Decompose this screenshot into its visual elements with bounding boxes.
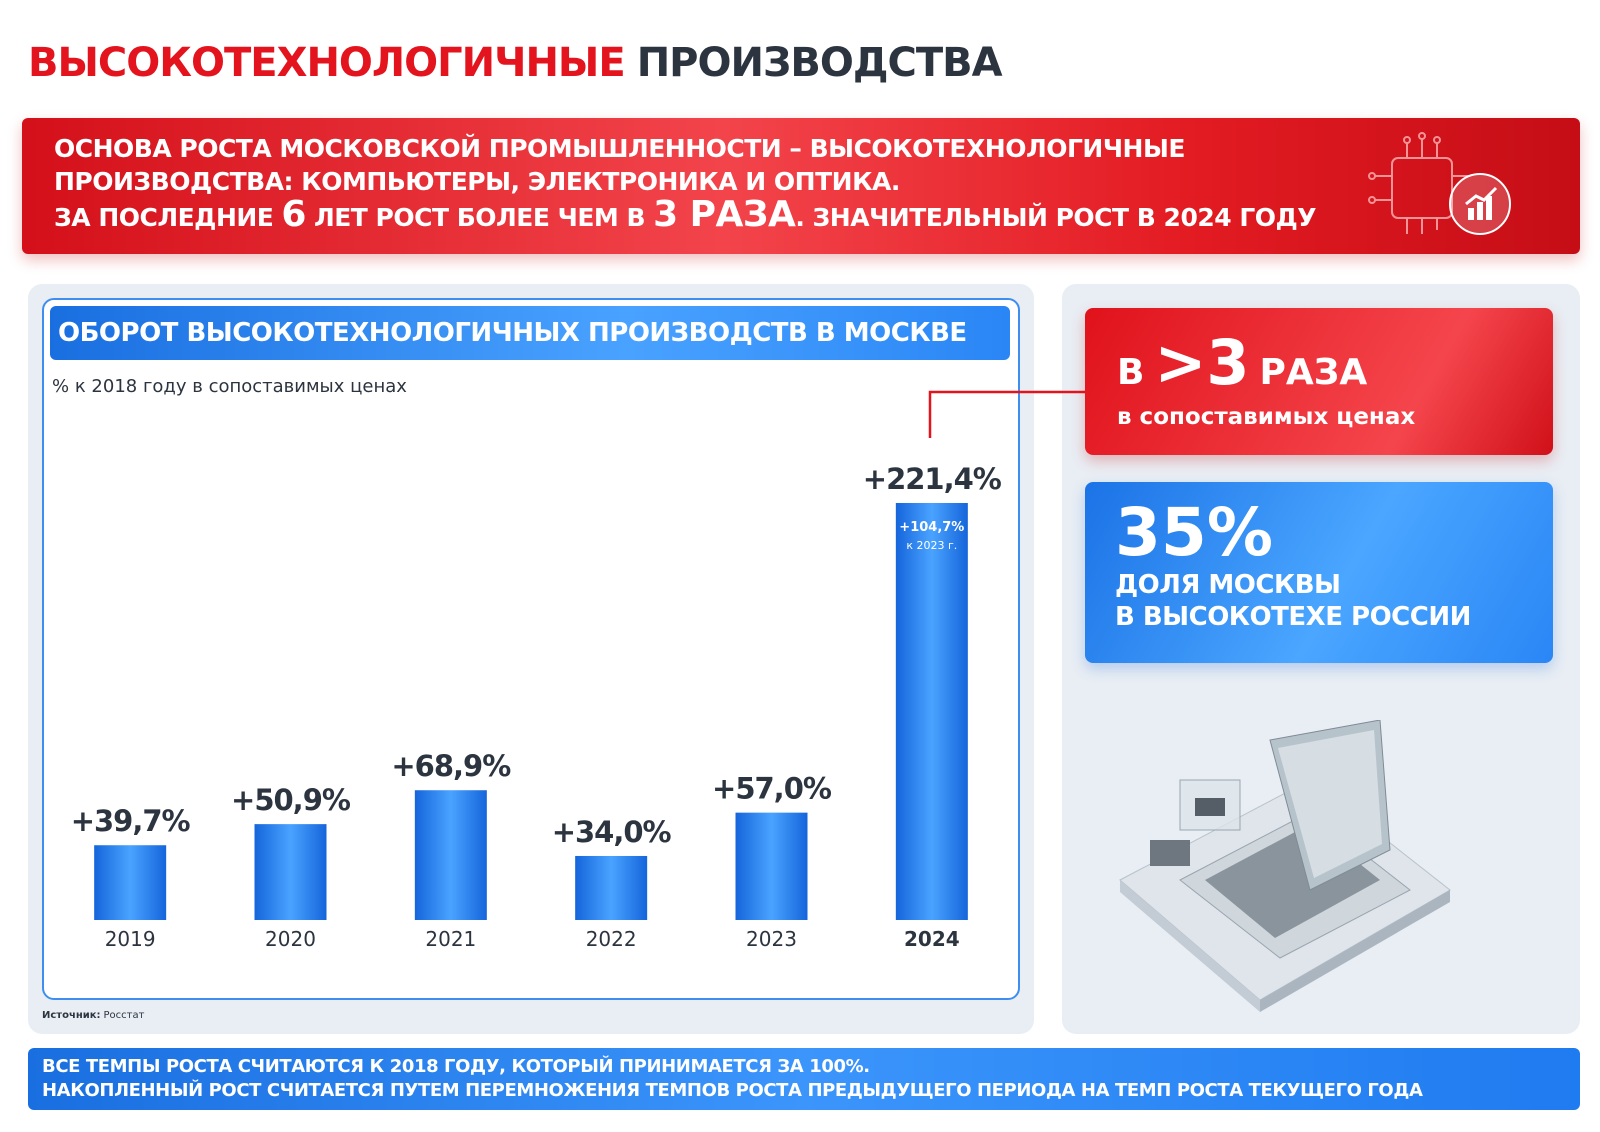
growth-card: В >3 РАЗА в сопоставимых ценах (1085, 308, 1553, 455)
x-tick-label: 2022 (586, 927, 637, 951)
banner-emphasis: 3 РАЗА (653, 194, 796, 235)
banner-segment: . ЗНАЧИТЕЛЬНЫЙ РОСТ В 2024 ГОДУ (795, 203, 1317, 232)
bar (895, 503, 968, 920)
connector (928, 390, 1085, 438)
banner-line: ОСНОВА РОСТА МОСКОВСКОЙ ПРОМЫШЛЕННОСТИ –… (54, 134, 1185, 163)
title-rest: ПРОИЗВОДСТВА (636, 40, 1003, 86)
x-tick-label: 2024 (904, 927, 960, 951)
share-line: В ВЫСОКОТЕХЕ РОССИИ (1115, 602, 1471, 632)
bar (254, 824, 327, 920)
banner-emphasis: 6 (281, 194, 306, 235)
source: Источник: Росстат (42, 1010, 144, 1021)
x-tick-label: 2020 (265, 927, 316, 951)
page-title: ВЫСОКОТЕХНОЛОГИЧНЫЕ ПРОИЗВОДСТВА (28, 40, 1003, 86)
bar (94, 845, 167, 920)
source-text: Росстат (103, 1010, 145, 1021)
chart-title: ОБОРОТ ВЫСОКОТЕХНОЛОГИЧНЫХ ПРОИЗВОДСТВ В… (50, 306, 1010, 360)
chip-icon (1368, 132, 1511, 235)
value-label: +34,0% (552, 815, 672, 849)
bar-annotation: +104,7% (899, 520, 964, 535)
value-label: +221,4% (863, 462, 1002, 496)
banner-line: ПРОИЗВОДСТВА: КОМПЬЮТЕРЫ, ЭЛЕКТРОНИКА И … (54, 167, 900, 196)
source-label: Источник: (42, 1010, 101, 1021)
chart: +39,7% 2019 +50,9% 2020 +68,9% 2021 +34,0% 2022… (71, 462, 1003, 951)
growth-row: В >3 РАЗА (1117, 326, 1367, 399)
share-value: 35% (1115, 494, 1273, 571)
chart-subtitle: % к 2018 году в сопоставимых ценах (52, 376, 407, 397)
bar-annotation-note: к 2023 г. (906, 539, 957, 552)
bar (575, 855, 648, 920)
value-label: +68,9% (391, 749, 511, 783)
growth-prefix: В (1117, 352, 1145, 393)
x-tick-label: 2023 (746, 927, 797, 951)
value-label: +57,0% (712, 772, 832, 806)
banner: ОСНОВА РОСТА МОСКОВСКОЙ ПРОМЫШЛЕННОСТИ –… (22, 118, 1580, 254)
laptop-illustration (1119, 720, 1451, 1012)
banner-segment: ЗА ПОСЛЕДНИЕ (54, 203, 274, 232)
footer-line: ВСЕ ТЕМПЫ РОСТА СЧИТАЮТСЯ К 2018 ГОДУ, К… (42, 1056, 870, 1077)
banner-segment: ЛЕТ РОСТ БОЛЕЕ ЧЕМ В (313, 203, 646, 232)
x-tick-label: 2019 (105, 927, 156, 951)
title-accent: ВЫСОКОТЕХНОЛОГИЧНЫЕ (28, 40, 626, 86)
footer-line: НАКОПЛЕННЫЙ РОСТ СЧИТАЕТСЯ ПУТЕМ ПЕРЕМНО… (42, 1080, 1423, 1101)
value-label: +50,9% (231, 783, 351, 817)
share-line: ДОЛЯ МОСКВЫ (1115, 570, 1341, 600)
value-label: +39,7% (71, 804, 191, 838)
x-tick-label: 2021 (425, 927, 476, 951)
growth-suffix: РАЗА (1259, 352, 1368, 393)
chart-card (42, 298, 1020, 1000)
growth-value: >3 (1154, 326, 1250, 399)
banner-text: ОСНОВА РОСТА МОСКОВСКОЙ ПРОМЫШЛЕННОСТИ –… (54, 132, 1317, 234)
share-card: 35% ДОЛЯ МОСКВЫ В ВЫСОКОТЕХЕ РОССИИ (1085, 482, 1553, 663)
bar (735, 812, 808, 920)
footer: ВСЕ ТЕМПЫ РОСТА СЧИТАЮТСЯ К 2018 ГОДУ, К… (28, 1048, 1580, 1110)
bar (414, 790, 487, 920)
growth-note: в сопоставимых ценах (1117, 404, 1416, 430)
